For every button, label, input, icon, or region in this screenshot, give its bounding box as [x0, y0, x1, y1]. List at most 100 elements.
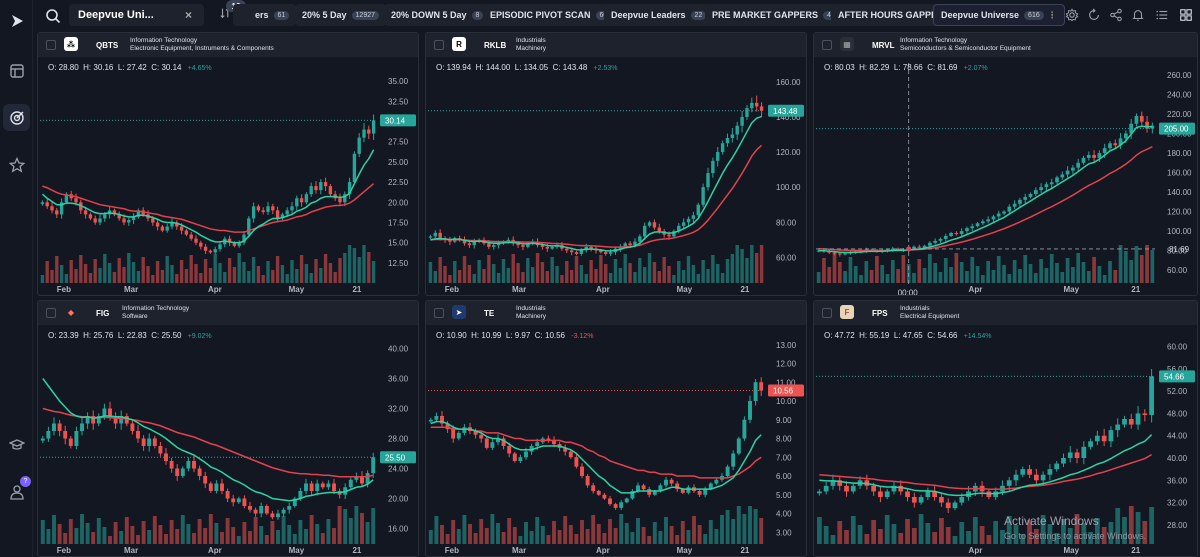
candle-body: [55, 210, 59, 215]
candle-body: [287, 506, 292, 510]
panel-checkbox[interactable]: [434, 40, 444, 50]
star-icon[interactable]: [8, 156, 26, 174]
more-icon[interactable]: ⋮: [1047, 9, 1057, 20]
grid-icon[interactable]: [1179, 8, 1193, 22]
volume-bar: [550, 257, 554, 283]
candle-body: [1115, 424, 1121, 431]
chart-panel-te[interactable]: ➤ TE Industrials Machinery 13.00 12.00 11.…: [425, 300, 807, 557]
chart-panel-fig[interactable]: ◆ FIG Information Technology Software 40…: [37, 300, 419, 557]
volume-bar: [1020, 534, 1026, 544]
target-icon[interactable]: [3, 104, 30, 131]
search-icon[interactable]: [45, 8, 61, 24]
candle-body: [871, 485, 877, 492]
panel-checkbox[interactable]: [822, 40, 832, 50]
volume-bar: [552, 521, 556, 544]
ema-fast-line: [42, 378, 374, 502]
chart-panel-mrvl[interactable]: ▦ MRVL Information Technology Semiconduc…: [813, 32, 1198, 296]
low-value: L: 27.42: [117, 63, 147, 72]
volume-bar: [438, 257, 442, 283]
tab-scan-2[interactable]: 20% 5 Day 12927: [295, 4, 386, 26]
panel-checkbox[interactable]: [434, 308, 444, 318]
price-chart[interactable]: 35.0032.5030.0027.5025.0022.5020.0017.50…: [38, 57, 419, 296]
price-chart[interactable]: 60.00 56.00 52.00 48.00 44.00 40.00 36.00 32.00…: [814, 325, 1198, 557]
settings-icon[interactable]: [1065, 8, 1079, 22]
last-price-badge: [1159, 122, 1195, 135]
candle-body: [647, 489, 652, 495]
ticker-symbol[interactable]: MRVL: [872, 41, 895, 50]
volume-bar: [371, 261, 376, 283]
list-icon[interactable]: [1155, 8, 1169, 22]
ticker-symbol[interactable]: TE: [484, 309, 495, 318]
last-price-label: 30.14: [385, 116, 406, 125]
candle-body: [959, 497, 965, 503]
tab-label: EPISODIC PIVOT SCAN: [490, 10, 591, 20]
ticker-symbol[interactable]: FPS: [872, 309, 888, 318]
candle-body: [46, 431, 51, 439]
tab-scan-6[interactable]: PRE MARKET GAPPERS431: [705, 4, 850, 26]
clear-icon[interactable]: ×: [185, 8, 193, 22]
refresh-icon[interactable]: [1087, 8, 1101, 22]
ticker-symbol[interactable]: RKLB: [484, 41, 507, 50]
watchlist-select[interactable]: Deepvue Uni... ×: [69, 4, 204, 26]
tab-count: 8: [471, 10, 484, 20]
panel-checkbox[interactable]: [46, 40, 56, 50]
price-chart[interactable]: 160.00 140.00 120.00 100.00 80.00 60.00 143.48…: [426, 57, 807, 296]
volume-bar: [333, 272, 337, 283]
x-axis-tick-label: Apr: [208, 546, 222, 555]
candle-body: [552, 440, 556, 445]
volume-bar: [1118, 245, 1123, 283]
open-value: O: 47.72: [824, 331, 855, 340]
price-chart[interactable]: 13.00 12.00 11.00 10.00 9.00 8.00 7.00 6.00 5.00…: [426, 325, 807, 557]
bell-icon[interactable]: [1131, 8, 1145, 22]
tab-scan-1[interactable]: ers 61: [233, 4, 297, 26]
volume-bar: [641, 527, 646, 544]
candle-body: [275, 210, 280, 219]
volume-bar: [127, 253, 131, 283]
volume-bar: [714, 529, 719, 544]
graduation-icon[interactable]: [8, 436, 26, 454]
ema-slow-line: [819, 454, 1152, 490]
volume-bar: [938, 272, 943, 283]
volume-bar: [526, 258, 530, 283]
volume-bar: [1115, 508, 1121, 544]
candle-body: [735, 125, 739, 135]
y-axis-tick-label: 9.00: [776, 416, 792, 425]
candle-body: [669, 479, 674, 484]
candle-body: [315, 483, 320, 491]
tab-scan-8[interactable]: Deepvue Universe 616 ⋮: [933, 4, 1065, 26]
volume-bar: [1033, 529, 1039, 544]
ticker-symbol[interactable]: FIG: [96, 309, 110, 318]
volume-bar: [871, 520, 877, 544]
price-chart[interactable]: 40.00 36.00 32.00 28.00 24.00 20.00 16.00 25.50…: [38, 325, 419, 557]
tab-scan-5[interactable]: Deepvue Leaders 22: [604, 4, 714, 26]
layout-icon[interactable]: [8, 62, 26, 80]
panel-checkbox[interactable]: [822, 308, 832, 318]
candle-body: [965, 228, 969, 232]
volume-bar: [669, 526, 674, 544]
y-axis-tick-label: 24.00: [388, 465, 409, 474]
candle-body: [451, 429, 456, 439]
y-axis-tick-label: 5.00: [776, 491, 792, 500]
candle-body: [242, 498, 247, 506]
x-axis-tick-label: 21: [1131, 546, 1140, 555]
user-icon[interactable]: [8, 483, 26, 501]
volume-bar: [352, 248, 357, 283]
candle-body: [1028, 194, 1033, 197]
volume-bar: [708, 520, 713, 544]
chart-panel-qbts[interactable]: ⁂ QBTS Information Technology Electronic…: [37, 32, 419, 296]
tab-scan-4[interactable]: EPISODIC PIVOT SCAN 60: [483, 4, 619, 26]
candle-body: [725, 137, 730, 144]
y-axis-tick-label: 40.00: [388, 345, 409, 354]
y-axis-tick-label: 16.00: [388, 525, 409, 534]
price-chart[interactable]: 81.6900:00260.00240.00220.00200.00180.00…: [814, 57, 1198, 296]
candle-body: [352, 153, 357, 183]
ticker-symbol[interactable]: QBTS: [96, 41, 119, 50]
share-icon[interactable]: [1109, 8, 1123, 22]
candle-body: [591, 485, 596, 491]
chart-panel-rklb[interactable]: R RKLB Industrials Machinery 160.00 140.0…: [425, 32, 807, 296]
candle-body: [108, 408, 112, 416]
high-value: H: 30.16: [83, 63, 114, 72]
tab-scan-3[interactable]: 20% DOWN 5 Day 8: [384, 4, 491, 26]
logo-icon[interactable]: [8, 12, 26, 30]
panel-checkbox[interactable]: [46, 308, 56, 318]
